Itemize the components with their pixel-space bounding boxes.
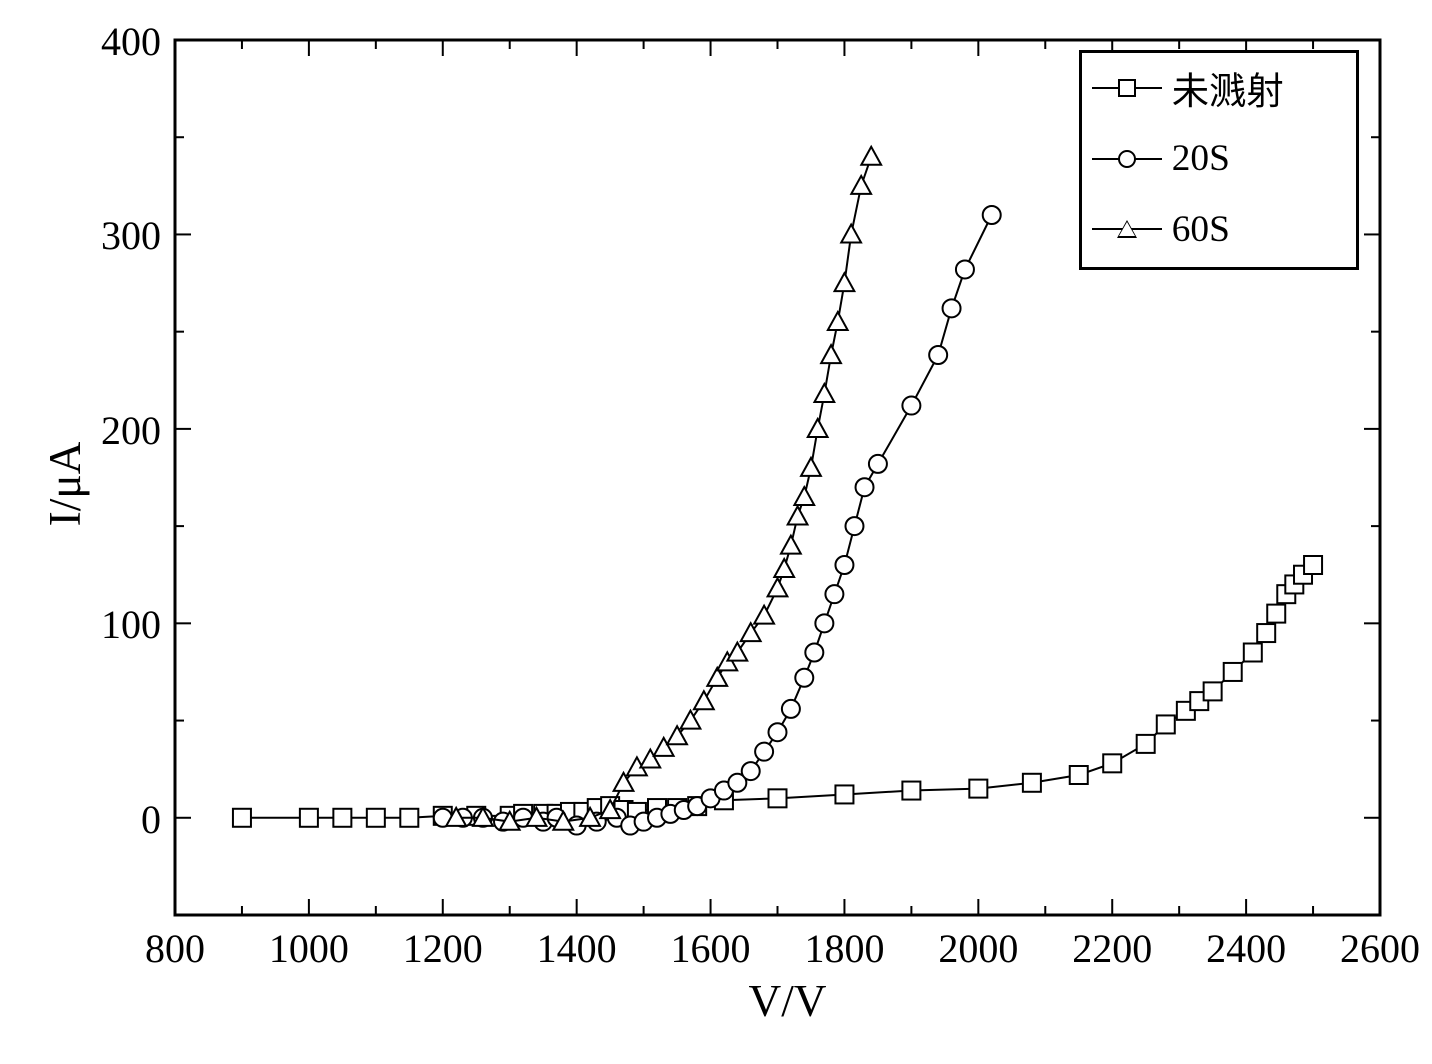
marker-triangle (694, 691, 714, 709)
marker-square (367, 809, 385, 827)
x-tick-label: 800 (135, 925, 215, 972)
triangle-icon (1117, 220, 1137, 238)
marker-square (1257, 624, 1275, 642)
x-tick-label: 2000 (938, 925, 1018, 972)
x-tick-label: 1000 (269, 925, 349, 972)
marker-square (400, 809, 418, 827)
marker-triangle (801, 458, 821, 476)
x-tick-label: 1400 (537, 925, 617, 972)
x-tick-label: 2400 (1206, 925, 1286, 972)
y-axis-label: I/μA (39, 434, 91, 534)
marker-triangle (821, 345, 841, 363)
marker-square (1103, 754, 1121, 772)
marker-square (969, 780, 987, 798)
marker-square (1070, 766, 1088, 784)
marker-triangle (741, 623, 761, 641)
marker-triangle (781, 536, 801, 554)
marker-circle (769, 723, 787, 741)
marker-square (1137, 735, 1155, 753)
marker-circle (835, 556, 853, 574)
series-60s (446, 147, 881, 830)
x-tick-label: 1600 (671, 925, 751, 972)
marker-triangle (754, 606, 774, 624)
legend-label: 未溅射 (1172, 61, 1284, 115)
x-axis-label: V/V (728, 975, 848, 1027)
marker-square (1304, 556, 1322, 574)
marker-square (769, 789, 787, 807)
legend-item-triangle: 60S (1082, 194, 1356, 265)
y-tick-label: 100 (101, 601, 161, 648)
marker-triangle (774, 559, 794, 577)
marker-circle (856, 478, 874, 496)
marker-circle (983, 206, 1001, 224)
y-tick-label: 400 (101, 18, 161, 65)
marker-circle (869, 455, 887, 473)
marker-square (1224, 663, 1242, 681)
marker-triangle (794, 487, 814, 505)
marker-triangle (768, 578, 788, 596)
marker-square (1204, 682, 1222, 700)
marker-circle (943, 299, 961, 317)
legend-symbol (1092, 217, 1162, 241)
marker-circle (742, 762, 760, 780)
marker-square (835, 785, 853, 803)
marker-triangle (828, 312, 848, 330)
x-tick-label: 1200 (403, 925, 483, 972)
marker-triangle (841, 225, 861, 243)
marker-square (300, 809, 318, 827)
y-tick-label: 300 (101, 212, 161, 259)
marker-triangle (681, 711, 701, 729)
marker-square (233, 809, 251, 827)
marker-square (1157, 715, 1175, 733)
series-line-unsprayed (242, 565, 1313, 818)
marker-triangle (808, 419, 828, 437)
square-icon (1118, 79, 1136, 97)
marker-square (902, 782, 920, 800)
marker-circle (825, 585, 843, 603)
legend-label: 60S (1172, 208, 1230, 251)
legend-item-circle: 20S (1082, 123, 1356, 194)
marker-circle (795, 669, 813, 687)
circle-icon (1118, 150, 1136, 168)
x-tick-label: 1800 (804, 925, 884, 972)
marker-square (1244, 644, 1262, 662)
legend-label: 20S (1172, 137, 1230, 180)
marker-circle (782, 700, 800, 718)
legend: 未溅射 20S 60S (1079, 50, 1359, 270)
series-line-60s (456, 157, 871, 822)
marker-circle (755, 743, 773, 761)
x-tick-label: 2200 (1072, 925, 1152, 972)
iv-chart: I/μA V/V 未溅射20S60S 800100012001400160018… (0, 0, 1432, 1064)
marker-triangle (788, 506, 808, 524)
series-20s (434, 206, 1001, 835)
marker-circle (956, 260, 974, 278)
series-line-20s (443, 215, 992, 826)
legend-symbol (1092, 76, 1162, 100)
marker-square (1023, 774, 1041, 792)
marker-circle (815, 614, 833, 632)
legend-symbol (1092, 147, 1162, 171)
legend-item-square: 未溅射 (1082, 53, 1356, 124)
marker-square (1267, 605, 1285, 623)
marker-circle (902, 397, 920, 415)
marker-circle (845, 517, 863, 535)
x-tick-label: 2600 (1340, 925, 1420, 972)
marker-triangle (861, 147, 881, 165)
y-tick-label: 200 (101, 407, 161, 454)
marker-triangle (851, 176, 871, 194)
marker-triangle (814, 384, 834, 402)
y-tick-label: 0 (141, 796, 161, 843)
marker-triangle (727, 643, 747, 661)
marker-circle (929, 346, 947, 364)
marker-triangle (835, 273, 855, 291)
marker-circle (805, 644, 823, 662)
marker-square (333, 809, 351, 827)
